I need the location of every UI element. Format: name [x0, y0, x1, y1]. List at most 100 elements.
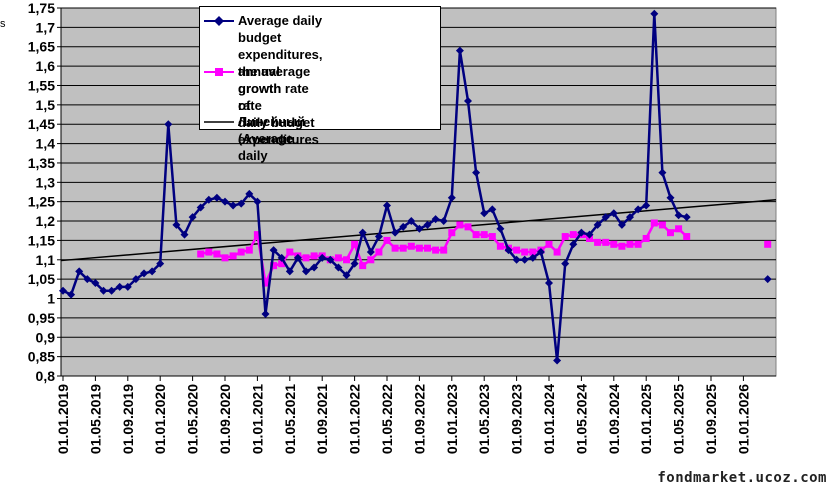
data-point	[439, 217, 448, 226]
data-point	[569, 231, 577, 239]
data-point	[407, 242, 415, 250]
data-point	[577, 228, 586, 237]
x-tick-label: 01.09.2023	[509, 384, 525, 454]
data-point	[520, 255, 529, 264]
x-tick-label: 01.09.2025	[703, 384, 719, 454]
data-point	[650, 9, 659, 18]
data-point	[229, 201, 238, 210]
data-point	[617, 220, 626, 229]
x-tick-label: 01.05.2023	[476, 384, 492, 454]
legend-marker-diamond-icon	[204, 16, 234, 26]
data-point	[342, 271, 351, 280]
data-point	[212, 193, 221, 202]
data-point	[237, 199, 246, 208]
y-tick-label: 0,85	[28, 349, 55, 365]
x-tick-label: 01.05.2022	[379, 384, 395, 454]
data-point	[91, 279, 100, 288]
data-point	[415, 224, 424, 233]
data-point	[650, 219, 658, 227]
data-point	[383, 201, 391, 210]
data-point	[148, 267, 157, 276]
legend-marker-square-icon	[204, 68, 234, 76]
data-point	[205, 248, 213, 256]
x-axis-ticks: 01.01.2019 01.05.2019 01.09.2019 01.01.2020…	[55, 376, 751, 454]
x-tick-label: 01.01.2023	[444, 384, 460, 454]
y-tick-label: 1,75	[28, 0, 55, 16]
data-point	[59, 286, 67, 295]
data-point	[399, 222, 408, 231]
data-point	[285, 267, 294, 276]
y-tick-label: 1,05	[28, 271, 55, 287]
legend-label-series-1: Average daily budget expenditures, annua…	[238, 13, 323, 113]
data-point	[302, 254, 310, 262]
watermark: fondmarket.ucoz.com	[657, 470, 827, 486]
data-point	[658, 221, 666, 229]
data-point	[423, 220, 432, 229]
data-point	[366, 248, 375, 257]
data-point	[634, 240, 642, 248]
data-point	[270, 262, 278, 270]
data-point	[245, 246, 253, 254]
data-point	[164, 120, 173, 129]
data-point	[496, 224, 505, 233]
data-point	[513, 246, 521, 254]
data-point	[601, 213, 610, 222]
x-tick-label: 01.01.2021	[249, 384, 265, 454]
data-point	[528, 253, 537, 262]
data-point	[221, 254, 229, 262]
data-point	[464, 96, 472, 105]
data-point	[334, 254, 342, 262]
data-point	[180, 230, 189, 239]
data-point	[391, 244, 399, 252]
y-tick-label: 1,55	[28, 77, 55, 93]
y-tick-label: 1,45	[28, 116, 55, 132]
x-tick-label: 01.01.2026	[735, 384, 751, 454]
data-point	[424, 244, 431, 252]
legend-marker-line-icon	[204, 121, 234, 123]
data-point	[261, 310, 270, 319]
data-point	[358, 228, 367, 237]
y-tick-label: 1,5	[36, 97, 56, 113]
data-point	[277, 253, 286, 262]
data-point	[83, 275, 92, 284]
data-point	[172, 220, 181, 229]
data-point	[318, 253, 327, 262]
data-point	[682, 213, 691, 222]
data-point	[674, 211, 683, 220]
y-tick-label: 0,95	[28, 310, 55, 326]
data-point	[326, 255, 335, 264]
data-point	[618, 242, 626, 250]
data-point	[391, 228, 400, 237]
data-point	[213, 250, 221, 258]
x-tick-label: 01.01.2024	[541, 384, 557, 454]
data-point	[504, 246, 513, 255]
data-point	[464, 223, 472, 231]
data-point	[156, 259, 165, 268]
data-point	[447, 193, 456, 202]
data-point	[480, 209, 489, 218]
data-point	[456, 221, 464, 229]
data-point	[561, 259, 570, 268]
data-point	[585, 230, 594, 239]
data-point	[359, 262, 367, 270]
data-point	[602, 238, 610, 246]
data-point	[626, 213, 634, 222]
data-point	[262, 279, 269, 287]
x-tick-label: 01.01.2019	[55, 384, 71, 454]
y-tick-label: 0,8	[36, 368, 56, 384]
x-tick-label: 01.01.2022	[347, 384, 363, 454]
y-tick-label: 1,6	[36, 58, 56, 74]
y-tick-label: 1,35	[28, 155, 55, 171]
data-point	[431, 215, 440, 224]
y-tick-label: 1,65	[28, 39, 55, 55]
data-point	[286, 248, 294, 256]
data-point	[196, 203, 205, 212]
data-point	[626, 240, 634, 248]
data-point	[188, 213, 197, 222]
x-tick-label: 01.05.2025	[671, 384, 687, 454]
x-tick-label: 01.09.2019	[120, 384, 136, 454]
data-point	[367, 256, 375, 264]
data-point	[131, 275, 140, 284]
data-point	[763, 275, 772, 284]
data-point	[310, 263, 319, 272]
